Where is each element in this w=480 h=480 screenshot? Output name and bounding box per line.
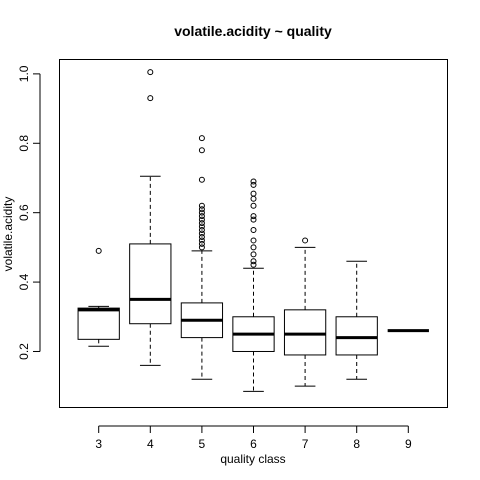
y-axis-label: volatile.acidity — [1, 197, 15, 272]
box-8 — [335, 260, 378, 380]
outlier-point — [198, 206, 205, 213]
box-4 — [129, 69, 172, 366]
x-tick-label: 4 — [147, 437, 154, 451]
box-iqr — [335, 316, 378, 356]
outlier-point — [198, 240, 205, 247]
outlier-point — [198, 223, 205, 230]
outlier-point — [198, 233, 205, 240]
outlier-point — [198, 202, 205, 209]
outlier-point — [198, 227, 205, 234]
outlier-point — [250, 237, 257, 244]
x-axis: 3 4 5 6 7 8 9 — [95, 425, 412, 451]
outlier-point — [95, 247, 102, 254]
box-6 — [232, 178, 275, 392]
outlier-point — [250, 227, 257, 234]
outlier-point — [250, 181, 257, 188]
y-tick-label: 0.8 — [17, 135, 31, 152]
y-axis: 0.2 0.4 0.6 0.8 1.0 — [17, 65, 41, 360]
box-7 — [283, 237, 327, 387]
outlier-point — [250, 251, 257, 258]
outlier-point — [198, 147, 205, 154]
y-tick-label: 1.0 — [17, 65, 31, 82]
box-iqr — [129, 243, 172, 325]
outlier-point — [198, 230, 205, 237]
outlier-point — [250, 202, 257, 209]
outlier-point — [198, 213, 205, 220]
y-tick-label: 0.4 — [17, 273, 31, 290]
outlier-point — [147, 95, 154, 102]
box-iqr — [283, 309, 327, 356]
outlier-point — [198, 220, 205, 227]
outlier-point — [198, 216, 205, 223]
x-tick-label: 3 — [95, 437, 102, 451]
outlier-point — [198, 176, 205, 183]
outlier-point — [198, 135, 205, 142]
outlier-point — [250, 213, 257, 220]
outlier-point — [250, 261, 257, 268]
outlier-point — [250, 178, 257, 185]
box-iqr — [77, 307, 120, 340]
outlier-point — [250, 258, 257, 265]
chart-title: volatile.acidity ~ quality — [174, 23, 332, 39]
outlier-point — [198, 244, 205, 251]
x-tick-label: 9 — [405, 437, 412, 451]
box-5 — [180, 135, 224, 380]
outlier-point — [250, 195, 257, 202]
plot-frame — [59, 59, 448, 408]
outlier-point — [302, 237, 309, 244]
box-3 — [77, 247, 120, 347]
x-tick-label: 7 — [302, 437, 309, 451]
y-tick-label: 0.2 — [17, 343, 31, 360]
boxes-group — [77, 69, 429, 392]
outlier-point — [198, 209, 205, 216]
x-tick-label: 5 — [199, 437, 206, 451]
x-tick-label: 8 — [353, 437, 360, 451]
outlier-point — [250, 216, 257, 223]
x-axis-label: quality class — [220, 452, 285, 466]
outlier-point — [147, 69, 154, 76]
outlier-point — [198, 237, 205, 244]
y-tick-label: 0.6 — [17, 204, 31, 221]
outlier-point — [250, 190, 257, 197]
outlier-point — [250, 244, 257, 251]
x-tick-label: 6 — [250, 437, 257, 451]
